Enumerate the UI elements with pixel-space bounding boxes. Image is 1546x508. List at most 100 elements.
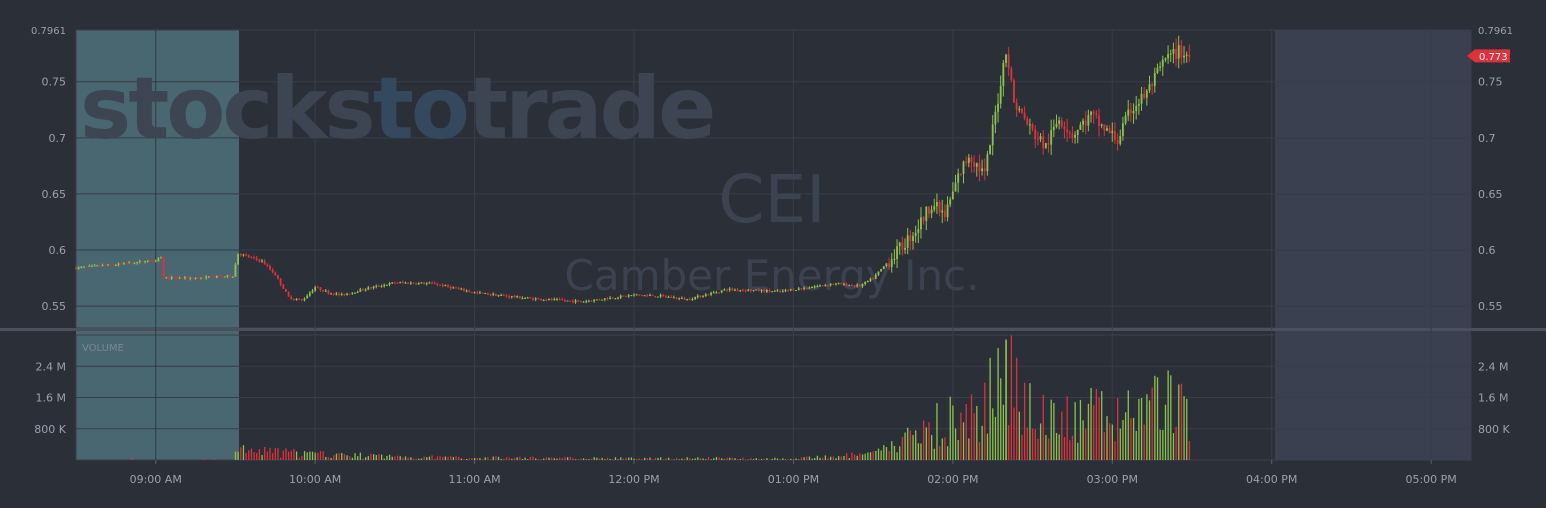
volume-tick-label-left: 800 K — [34, 423, 66, 436]
candle-body — [981, 168, 984, 172]
volume-bar — [343, 454, 346, 460]
candle-body — [417, 282, 420, 285]
candle-body — [635, 294, 638, 296]
volume-bar — [1167, 370, 1169, 460]
panel-divider[interactable] — [0, 328, 1546, 331]
candle-body — [691, 299, 694, 301]
candle-body — [168, 277, 170, 280]
volume-bar — [861, 454, 864, 460]
volume-bar — [521, 458, 524, 460]
candle-body — [611, 297, 614, 299]
candle-body — [686, 299, 689, 301]
candle-body — [157, 258, 160, 262]
candle-body — [989, 145, 991, 155]
volume-bar — [1154, 375, 1156, 460]
volume-bar — [529, 456, 532, 460]
volume-bar — [473, 458, 476, 460]
volume-bar — [287, 451, 290, 460]
candle-body — [1098, 115, 1100, 126]
candle-body — [343, 293, 346, 295]
candle-body — [484, 293, 487, 295]
volume-bar — [532, 456, 534, 460]
candle-body — [590, 300, 593, 302]
volume-bar — [290, 450, 292, 460]
volume-bar — [941, 438, 943, 460]
volume-tick-label-right: 1.6 M — [1478, 392, 1508, 405]
volume-bar — [845, 453, 848, 460]
candle-body — [1132, 111, 1135, 114]
volume-bar — [675, 457, 678, 460]
candle-body — [752, 290, 755, 292]
candle-body — [853, 285, 856, 287]
candle-body — [542, 299, 545, 301]
candle-body — [85, 266, 88, 268]
candle-body — [292, 298, 295, 300]
volume-bar — [715, 456, 718, 460]
candle-body — [375, 285, 378, 287]
volume-bar — [574, 459, 577, 460]
candle-body — [189, 277, 192, 279]
volume-bar — [250, 448, 253, 460]
volume-bar — [559, 457, 561, 460]
volume-bar — [295, 451, 298, 460]
candle-body — [136, 262, 139, 264]
volume-bar — [838, 456, 840, 460]
candle-body — [885, 263, 888, 267]
volume-bar — [373, 454, 375, 460]
volume-bar — [418, 458, 420, 460]
candle-body — [845, 283, 848, 286]
volume-bar — [1016, 357, 1018, 460]
volume-bar — [593, 457, 595, 460]
volume-bar — [1045, 434, 1047, 460]
volume-bar — [495, 456, 497, 460]
candle-body — [274, 272, 277, 276]
candle-body — [295, 299, 298, 301]
candle-body — [399, 282, 402, 284]
candle-body — [877, 271, 880, 275]
candle-body — [842, 283, 845, 285]
candle-body — [651, 295, 654, 297]
volume-bar — [681, 458, 683, 460]
candle-body — [829, 283, 832, 286]
candle-body — [986, 154, 989, 172]
volume-bar — [314, 452, 316, 460]
candle-body — [388, 282, 391, 285]
candle-body — [455, 287, 457, 289]
volume-bar — [556, 458, 558, 460]
volume-bar — [718, 457, 720, 460]
volume-bar — [598, 458, 601, 460]
candle-body — [298, 299, 301, 301]
candle-body — [534, 298, 537, 300]
candle-body — [1185, 54, 1188, 56]
candle-body — [1058, 120, 1061, 124]
candle-body — [997, 103, 999, 112]
volume-bar — [912, 434, 914, 460]
volume-bar — [763, 458, 765, 460]
volume-tick-label-left: 2.4 M — [36, 360, 66, 373]
price-tick-label-left: 0.6 — [49, 244, 67, 257]
candle-body — [835, 283, 837, 285]
volume-bar — [468, 458, 470, 460]
candle-body — [396, 282, 399, 284]
volume-bar — [1085, 428, 1087, 460]
candle-body — [444, 285, 447, 287]
volume-bar — [402, 457, 404, 460]
candle-body — [500, 294, 503, 296]
candle-body — [789, 289, 792, 291]
volume-bar — [301, 455, 303, 460]
volume-bar — [628, 457, 630, 460]
candle-body — [279, 278, 282, 285]
price-tick-label-right: 0.75 — [1478, 76, 1503, 89]
candle-body — [1175, 49, 1177, 59]
candle-body — [999, 85, 1002, 104]
candle-body — [667, 296, 670, 298]
candle-body — [781, 290, 784, 292]
volume-bar — [742, 457, 744, 460]
candle-body — [149, 260, 152, 262]
candle-body — [880, 268, 883, 272]
candle-body — [954, 182, 957, 192]
volume-bar — [545, 457, 548, 460]
candle-body — [946, 204, 949, 218]
volume-bar — [907, 427, 909, 460]
candle-body — [678, 298, 681, 300]
